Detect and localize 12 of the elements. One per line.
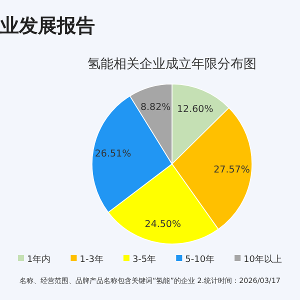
data-label: 26.51%	[94, 148, 132, 160]
data-label: 12.60%	[177, 104, 214, 116]
data-label: 27.57%	[214, 164, 250, 176]
legend-label: 1-3年	[80, 254, 104, 265]
data-label: 24.50%	[144, 218, 182, 230]
chart-title: 业发展报告	[0, 15, 95, 37]
chart-subtitle: 氢能相关企业成立年限分布图	[88, 56, 256, 72]
legend-label: 5-10年	[185, 254, 215, 265]
legend-label: 3-5年	[132, 254, 156, 265]
legend-label: 10年以上	[244, 254, 282, 265]
legend-label: 1年内	[27, 254, 51, 265]
data-label: 8.82%	[140, 102, 171, 113]
